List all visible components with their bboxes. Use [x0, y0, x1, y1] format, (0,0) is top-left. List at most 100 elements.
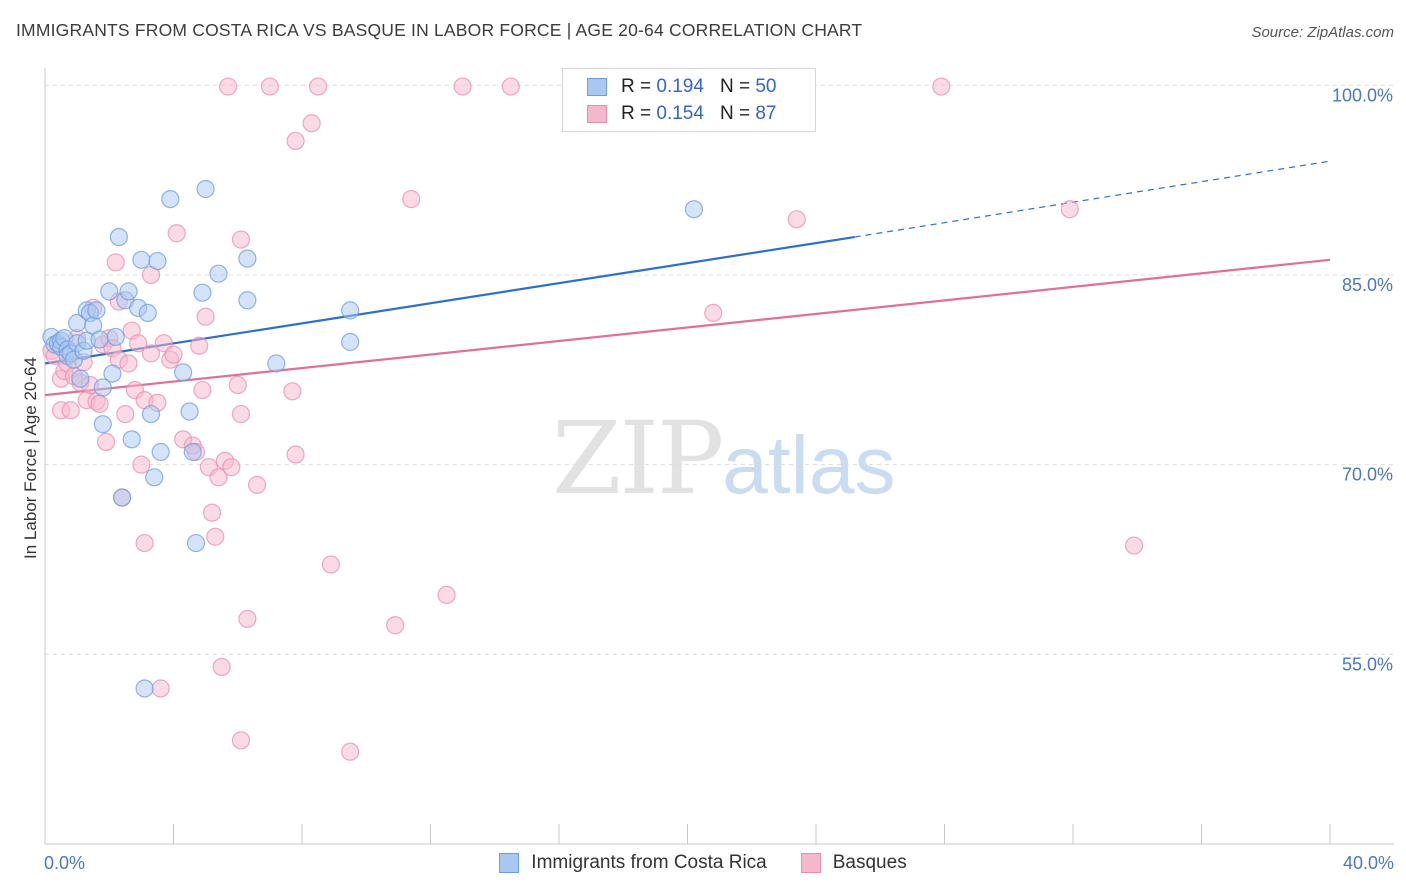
y-tick-label: 85.0% [1342, 275, 1393, 295]
basques-point [135, 533, 154, 553]
basques-point [206, 527, 225, 546]
basques-point [308, 77, 328, 96]
basques-point [151, 679, 170, 698]
basques-point [132, 455, 151, 474]
costa-rica-point [267, 354, 286, 373]
basques-point [402, 189, 421, 209]
legend-swatch-blue [587, 78, 607, 96]
basques-point [501, 77, 520, 96]
basques-point [61, 401, 80, 420]
legend-item-basques[interactable]: Basques [800, 852, 907, 874]
costa-rica-point [341, 301, 360, 320]
basques-point [119, 354, 138, 373]
costa-rica-point [141, 404, 161, 424]
basques-point [247, 475, 267, 494]
basques-point [341, 742, 360, 761]
basques-point [453, 77, 472, 96]
costa-rica-point [87, 301, 106, 320]
costa-rica-point [238, 249, 257, 268]
legend-item-costa-rica[interactable]: Immigrants from Costa Rica [499, 852, 767, 874]
basques-point [286, 131, 305, 151]
costa-rica-point [90, 330, 109, 349]
costa-rica-point [193, 283, 212, 302]
basques-point [228, 375, 247, 395]
basques-point [302, 114, 321, 133]
basques-point [231, 230, 251, 249]
basques-point [116, 404, 135, 424]
costa-rica-point [684, 200, 704, 219]
costa-rica-point [341, 332, 360, 352]
basques-point [260, 77, 279, 96]
costa-rica-point [138, 303, 157, 323]
basques-point [202, 503, 222, 522]
costa-rica-point [145, 468, 164, 487]
legend-n-value: 50 [755, 76, 777, 97]
data-points [42, 77, 1144, 761]
legend-r-value: 0.154 [656, 103, 704, 124]
costa-rica-point [151, 442, 170, 462]
basques-point [167, 224, 186, 243]
basques-point [437, 585, 456, 604]
basques-point [193, 380, 212, 400]
legend-r-value: 0.194 [656, 76, 704, 97]
costa-rica-point [109, 227, 128, 247]
basques-point [96, 432, 116, 451]
basques-point [196, 307, 215, 326]
basques-point [386, 616, 405, 635]
axes [44, 68, 1394, 845]
x-tick-label: 0.0% [44, 853, 85, 873]
chart-title: IMMIGRANTS FROM COSTA RICA VS BASQUE IN … [16, 20, 863, 40]
costa-rica-point [196, 179, 215, 199]
legend-row-basques: R = 0.154 N = 87 [587, 101, 776, 127]
costa-rica-point [180, 402, 199, 421]
legend-swatch-pink [587, 105, 607, 123]
costa-rica-point [183, 442, 202, 462]
costa-rica-point [100, 282, 119, 301]
legend-swatch-blue [499, 853, 520, 873]
y-tick-label: 100.0% [1332, 85, 1393, 105]
basques-point [231, 404, 251, 424]
basques-point [219, 77, 238, 96]
basques-point [321, 555, 341, 574]
costa-rica-point [174, 363, 193, 382]
costa-rica-point [93, 378, 112, 397]
costa-rica-point [106, 327, 125, 347]
stats-legend: R = 0.194 N = 50 R = 0.154 N = 87 [562, 68, 816, 132]
costa-rica-point [161, 189, 180, 209]
costa-rica-trend-line [44, 235, 855, 365]
basques-point [190, 336, 209, 355]
basques-point [704, 303, 723, 323]
x-tick-label: 40.0% [1343, 853, 1394, 873]
basques-point [222, 458, 241, 477]
basques-point [209, 468, 228, 487]
source-label: Source: ZipAtlas.com [1251, 24, 1394, 41]
basques-point [141, 344, 161, 363]
costa-rica-point [148, 251, 167, 271]
basques-point [787, 210, 806, 229]
basques-point [231, 731, 251, 750]
basques-point [129, 334, 148, 353]
y-tick-label: 70.0% [1342, 465, 1393, 485]
series-legend: Immigrants from Costa Rica Basques [0, 852, 1406, 874]
basques-point [106, 253, 125, 272]
costa-rica-point [209, 264, 228, 283]
legend-n-value: 87 [755, 103, 777, 124]
basques-point [90, 394, 109, 414]
costa-rica-point [103, 364, 122, 383]
grid-lines [45, 84, 1394, 655]
tick-labels: 55.0% 70.0% 85.0% 100.0% 0.0% 40.0% [44, 85, 1394, 873]
costa-rica-point [119, 282, 138, 301]
costa-rica-point [186, 533, 206, 553]
costa-rica-trend-extension [854, 160, 1331, 238]
costa-rica-point [238, 291, 257, 310]
basques-point [283, 382, 302, 401]
y-axis-label: In Labor Force | Age 20-64 [21, 357, 40, 559]
y-tick-label: 55.0% [1342, 654, 1393, 674]
legend-swatch-pink [800, 853, 821, 873]
basques-point [1060, 200, 1079, 219]
costa-rica-point [93, 415, 112, 434]
basques-point [932, 77, 951, 96]
basques-point [238, 609, 257, 629]
costa-rica-point [112, 488, 132, 507]
